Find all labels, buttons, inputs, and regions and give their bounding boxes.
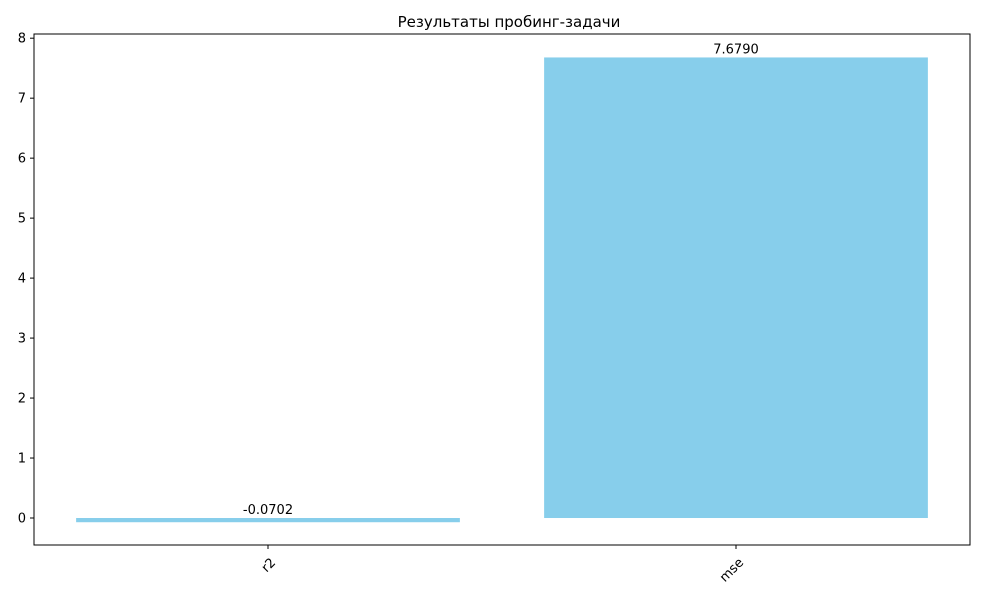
y-tick-label: 6 <box>18 152 26 167</box>
y-tick-label: 8 <box>18 32 26 47</box>
data-labels-group: -0.0702 7.6790 <box>243 42 759 518</box>
y-axis: 0 1 2 3 4 5 6 7 8 <box>18 32 34 527</box>
chart-title: Результаты пробинг-задачи <box>398 13 621 31</box>
y-tick-label: 1 <box>18 452 26 467</box>
x-tick-label-mse: mse <box>717 555 747 585</box>
y-tick-label: 2 <box>18 392 26 407</box>
bars-group <box>76 57 928 523</box>
bar-r2 <box>76 518 460 523</box>
bar-mse <box>544 57 928 519</box>
y-tick-label: 0 <box>18 512 26 527</box>
plot-frame <box>33 33 971 546</box>
y-tick-label: 5 <box>18 212 26 227</box>
data-label-r2: -0.0702 <box>243 503 293 518</box>
y-tick-label: 3 <box>18 332 26 347</box>
y-tick-label: 7 <box>18 92 26 107</box>
y-tick-label: 4 <box>18 272 26 287</box>
x-axis: r2 mse <box>259 545 747 585</box>
data-label-mse: 7.6790 <box>713 42 759 57</box>
x-tick-label-r2: r2 <box>259 555 279 575</box>
